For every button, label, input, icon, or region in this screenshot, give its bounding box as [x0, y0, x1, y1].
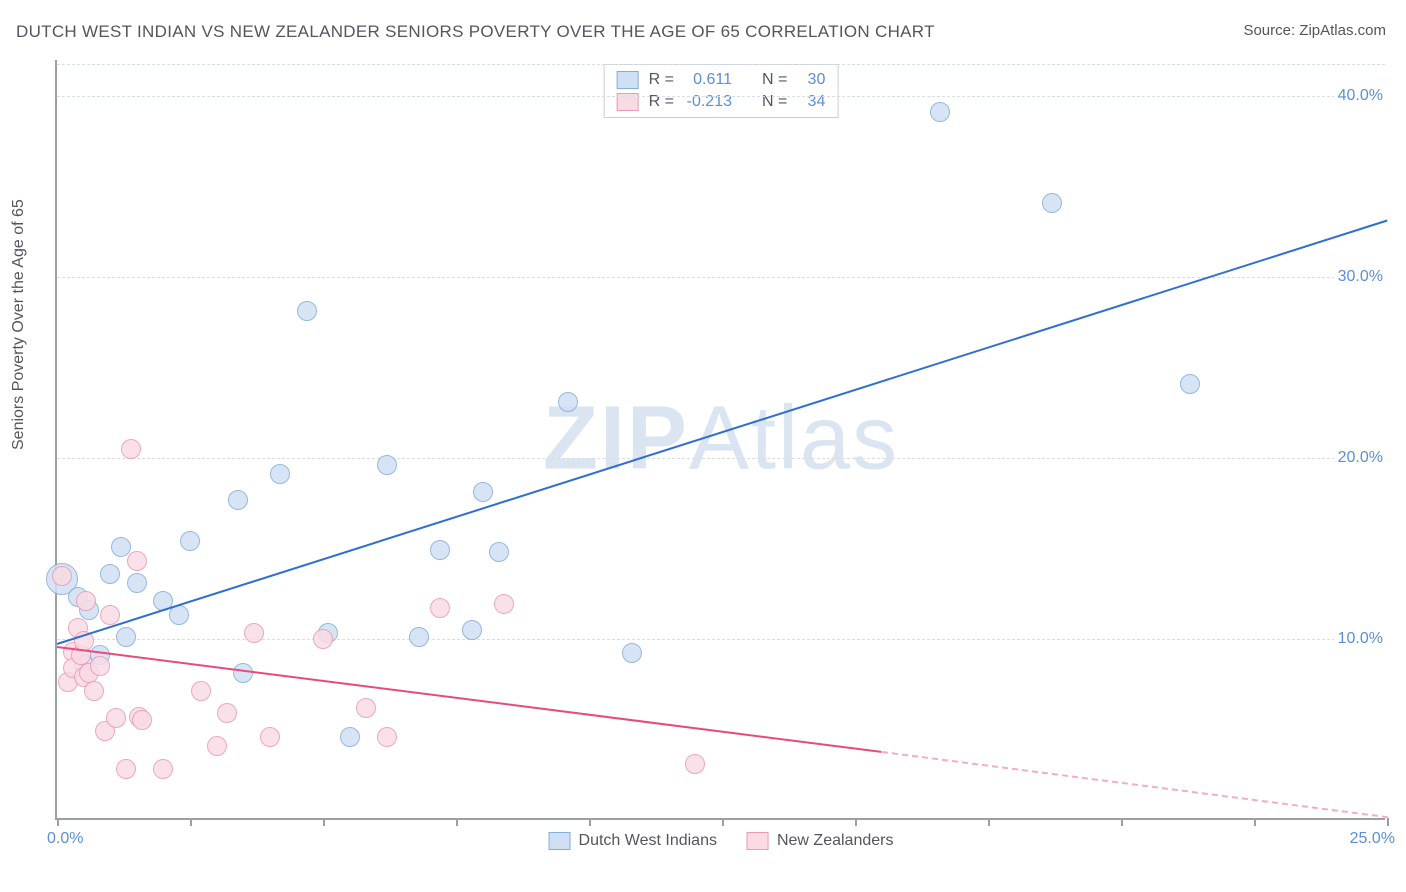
- gridline: [57, 277, 1385, 278]
- scatter-point: [1180, 374, 1200, 394]
- x-tick: [323, 818, 325, 826]
- scatter-point: [244, 623, 264, 643]
- legend-swatch: [617, 71, 639, 89]
- plot-area: ZIPAtlas R =0.611N =30R =-0.213N =34 Dut…: [55, 60, 1385, 820]
- scatter-point: [462, 620, 482, 640]
- y-tick-label: 30.0%: [1334, 268, 1387, 286]
- stats-legend-box: R = 0.611 N = 30 R =-0.213N =34: [604, 64, 839, 118]
- trend-line: [881, 751, 1387, 818]
- scatter-point: [356, 698, 376, 718]
- scatter-point: [228, 490, 248, 510]
- chart-container: DUTCH WEST INDIAN VS NEW ZEALANDER SENIO…: [0, 0, 1406, 892]
- x-tick: [57, 818, 59, 826]
- scatter-point: [489, 542, 509, 562]
- scatter-point: [377, 455, 397, 475]
- scatter-point: [111, 537, 131, 557]
- watermark: ZIPAtlas: [543, 388, 899, 491]
- y-tick-label: 40.0%: [1334, 87, 1387, 105]
- gridline: [57, 64, 1385, 65]
- x-tick: [589, 818, 591, 826]
- chart-title: DUTCH WEST INDIAN VS NEW ZEALANDER SENIO…: [16, 22, 935, 42]
- scatter-point: [116, 759, 136, 779]
- scatter-point: [84, 681, 104, 701]
- stats-row: R =-0.213N =34: [617, 91, 826, 113]
- x-tick: [855, 818, 857, 826]
- legend-swatch: [747, 832, 769, 850]
- x-tick-label: 0.0%: [47, 830, 83, 848]
- scatter-point: [297, 301, 317, 321]
- stat-n-label: N =: [762, 71, 787, 89]
- scatter-point: [622, 643, 642, 663]
- legend-item: New Zealanders: [747, 832, 894, 850]
- trend-line: [57, 646, 882, 753]
- scatter-point: [340, 727, 360, 747]
- x-tick-label: 25.0%: [1350, 830, 1395, 848]
- scatter-point: [106, 708, 126, 728]
- scatter-point: [191, 681, 211, 701]
- scatter-point: [430, 598, 450, 618]
- scatter-point: [260, 727, 280, 747]
- scatter-point: [52, 566, 72, 586]
- gridline: [57, 96, 1385, 97]
- y-tick-label: 10.0%: [1334, 630, 1387, 648]
- scatter-point: [207, 736, 227, 756]
- legend-label: Dutch West Indians: [579, 832, 717, 850]
- scatter-point: [473, 482, 493, 502]
- y-tick-label: 20.0%: [1334, 449, 1387, 467]
- scatter-point: [409, 627, 429, 647]
- stat-r-label: R =: [649, 71, 674, 89]
- scatter-point: [100, 605, 120, 625]
- x-tick: [456, 818, 458, 826]
- x-tick: [1254, 818, 1256, 826]
- scatter-point: [685, 754, 705, 774]
- legend-item: Dutch West Indians: [549, 832, 717, 850]
- scatter-point: [127, 573, 147, 593]
- scatter-point: [217, 703, 237, 723]
- scatter-point: [153, 759, 173, 779]
- gridline: [57, 458, 1385, 459]
- scatter-point: [116, 627, 136, 647]
- scatter-point: [100, 564, 120, 584]
- scatter-point: [121, 439, 141, 459]
- scatter-point: [127, 551, 147, 571]
- scatter-point: [430, 540, 450, 560]
- y-axis-title: Seniors Poverty Over the Age of 65: [10, 199, 28, 450]
- x-tick: [1387, 818, 1389, 826]
- scatter-point: [270, 464, 290, 484]
- scatter-point: [494, 594, 514, 614]
- x-tick: [722, 818, 724, 826]
- source-label: Source: ZipAtlas.com: [1243, 22, 1386, 39]
- stat-n-value: 30: [797, 71, 825, 89]
- stats-row: R = 0.611 N = 30: [617, 69, 826, 91]
- trend-line: [57, 219, 1388, 644]
- scatter-point: [169, 605, 189, 625]
- x-tick: [190, 818, 192, 826]
- legend-label: New Zealanders: [777, 832, 894, 850]
- scatter-point: [180, 531, 200, 551]
- scatter-point: [377, 727, 397, 747]
- series-legend: Dutch West Indians New Zealanders: [549, 832, 894, 850]
- x-tick: [1121, 818, 1123, 826]
- scatter-point: [132, 710, 152, 730]
- scatter-point: [930, 102, 950, 122]
- scatter-point: [233, 663, 253, 683]
- scatter-point: [90, 656, 110, 676]
- stat-r-value: 0.611: [684, 71, 732, 89]
- x-tick: [988, 818, 990, 826]
- scatter-point: [76, 591, 96, 611]
- scatter-point: [313, 629, 333, 649]
- scatter-point: [1042, 193, 1062, 213]
- scatter-point: [558, 392, 578, 412]
- legend-swatch: [549, 832, 571, 850]
